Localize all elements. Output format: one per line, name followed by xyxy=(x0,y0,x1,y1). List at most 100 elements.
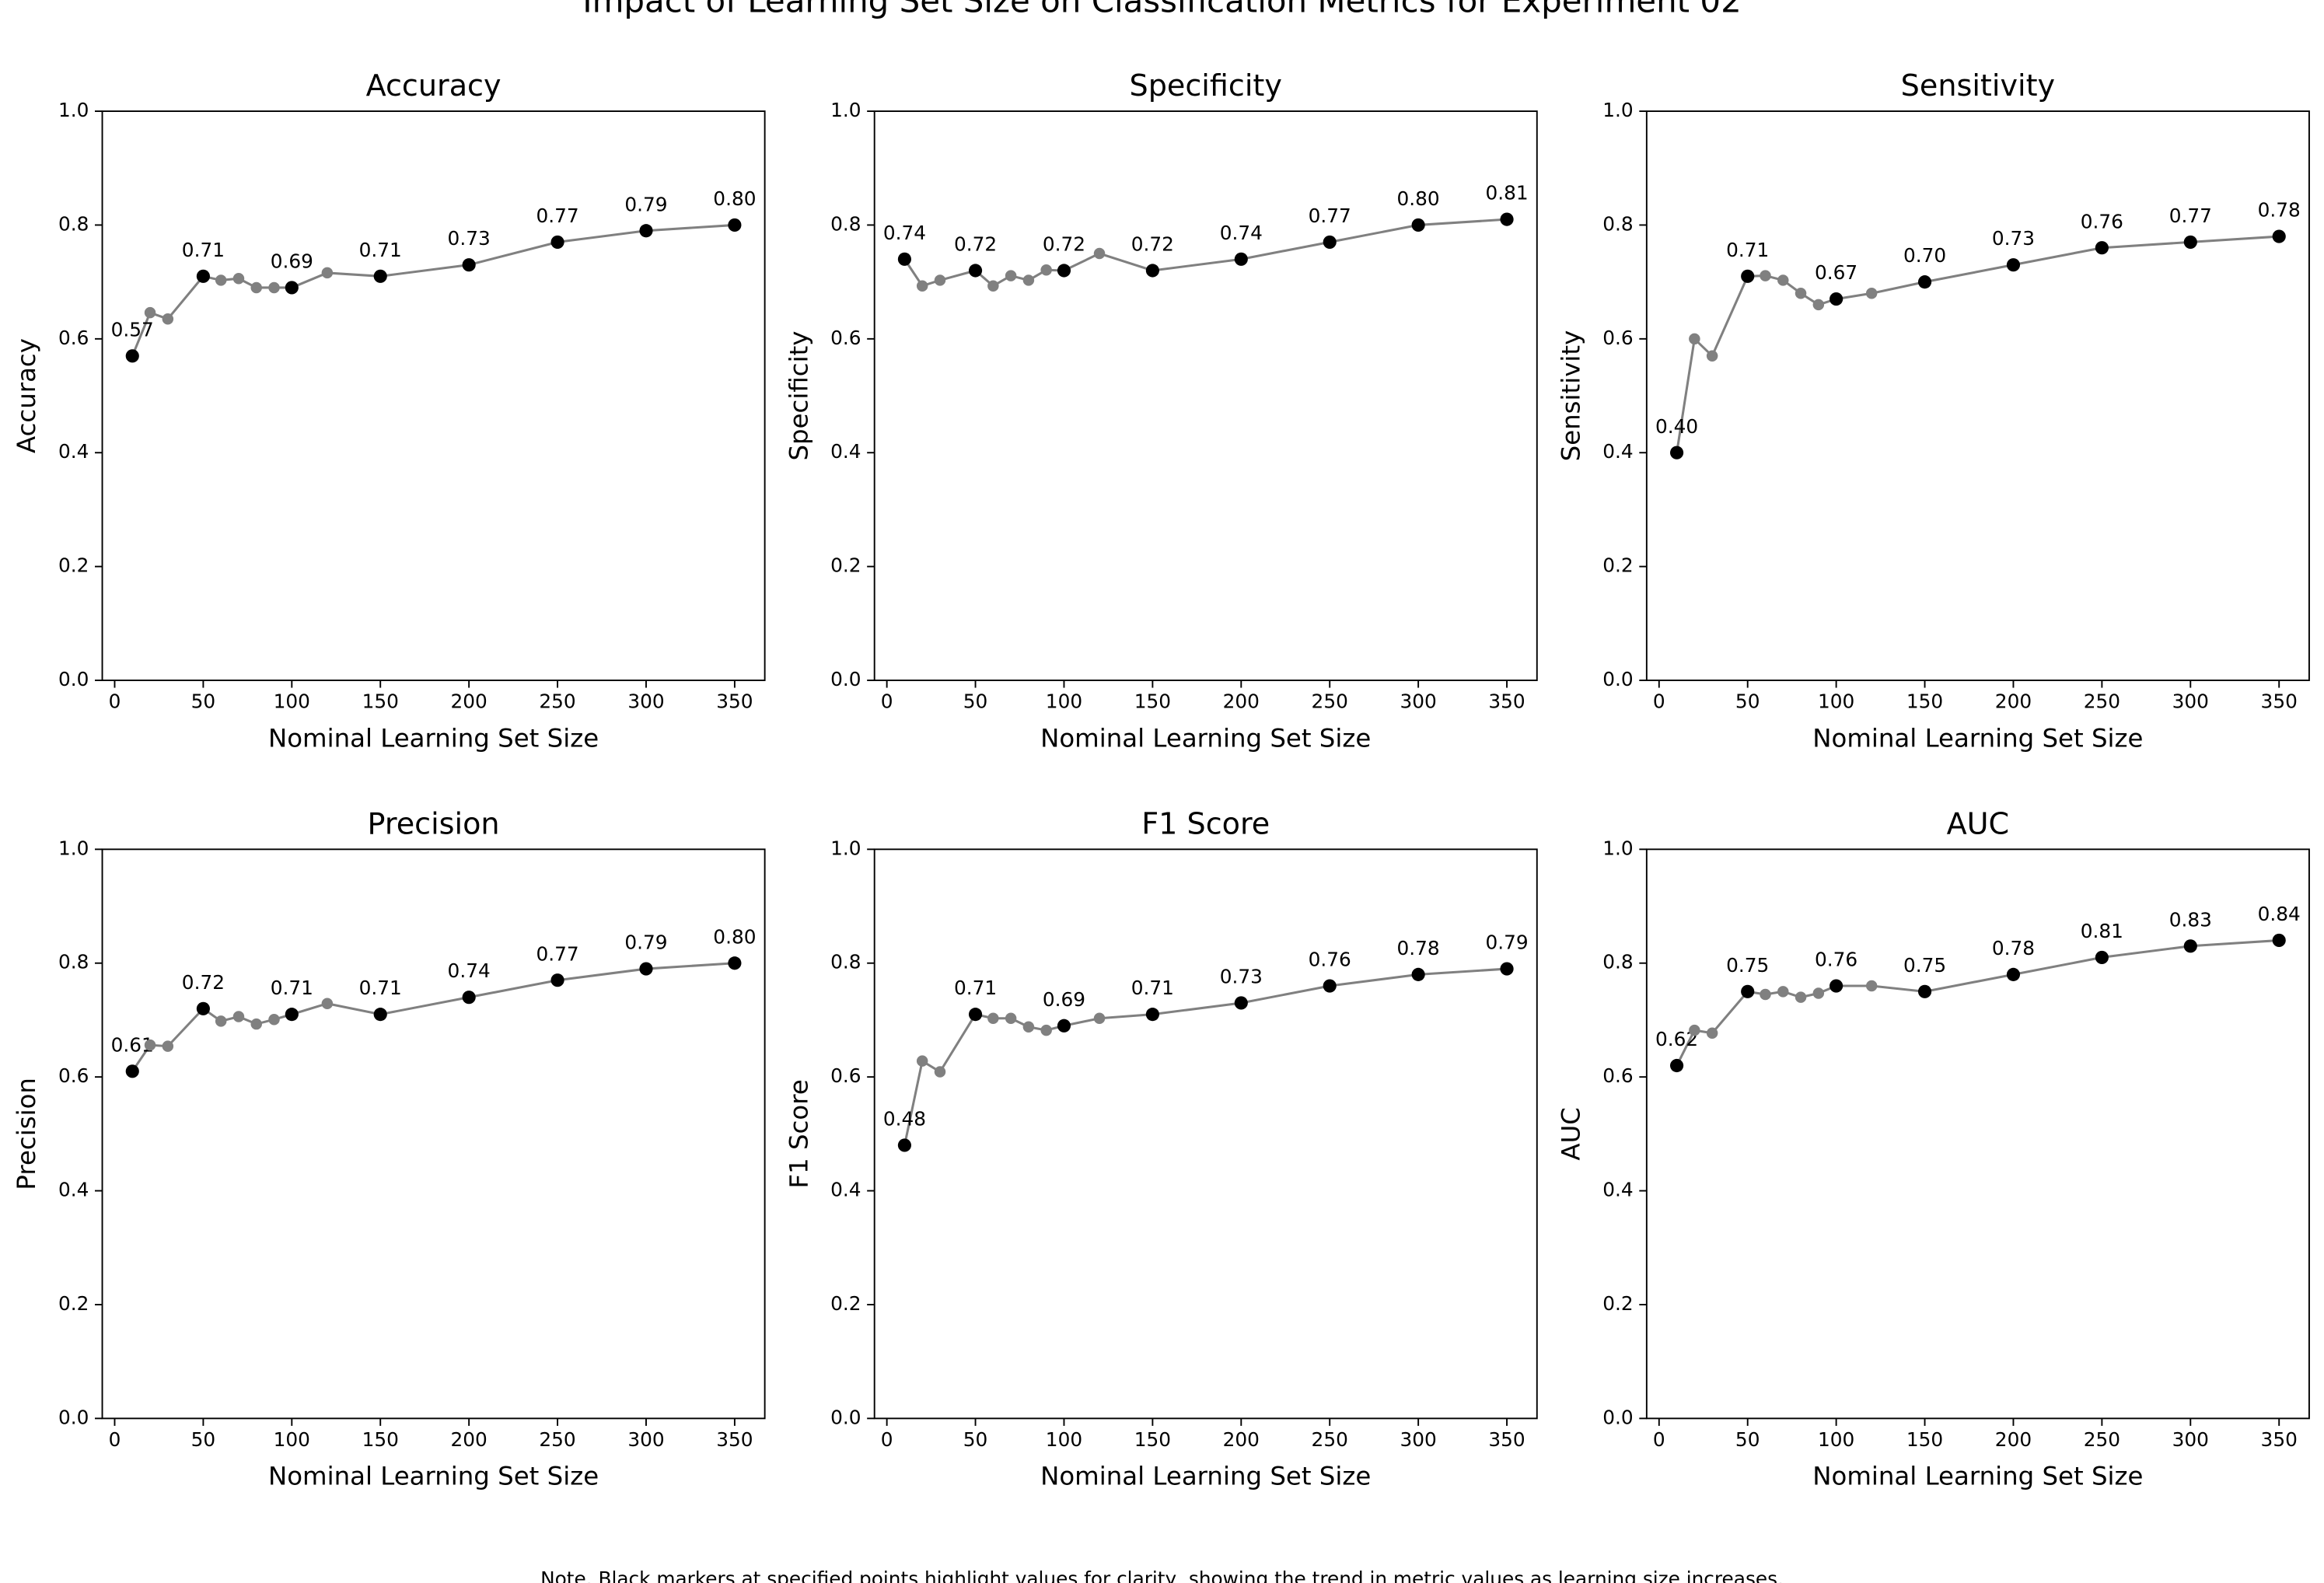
x-tick-label: 0 xyxy=(1653,1428,1665,1451)
marker xyxy=(1706,350,1718,362)
value-label: 0.76 xyxy=(1309,949,1351,971)
x-tick-label: 250 xyxy=(1312,1428,1348,1451)
plot-frame xyxy=(101,848,766,1420)
x-tick-label: 0 xyxy=(881,690,893,713)
x-tick-label: 0 xyxy=(109,690,121,713)
value-label: 0.77 xyxy=(536,204,578,227)
highlight-marker xyxy=(2272,933,2286,948)
plot-frame xyxy=(873,848,1538,1420)
value-label: 0.75 xyxy=(1903,954,1946,977)
y-axis-label: Sensitivity xyxy=(1557,330,1586,462)
y-tick-label: 0.0 xyxy=(830,1406,861,1428)
y-tick-label: 0.4 xyxy=(1602,1179,1633,1201)
value-label: 0.74 xyxy=(448,959,491,982)
marker xyxy=(1022,1021,1035,1033)
value-label: 0.48 xyxy=(883,1108,926,1130)
marker xyxy=(1706,1027,1718,1040)
marker xyxy=(268,281,280,294)
highlight-marker xyxy=(2272,229,2286,243)
y-tick-label: 0.4 xyxy=(58,440,89,463)
marker xyxy=(1689,1024,1700,1036)
x-tick-label: 250 xyxy=(2084,1428,2120,1451)
x-tick-label: 0 xyxy=(1653,690,1665,713)
highlight-marker xyxy=(639,224,653,238)
panel: F1 Score Nominal Learning Set Size F1 Scor… xyxy=(784,806,1538,1491)
y-tick-label: 1.0 xyxy=(1602,99,1633,121)
marker xyxy=(934,274,946,286)
marker xyxy=(1777,274,1789,286)
marker xyxy=(1795,991,1807,1003)
x-axis-label: Nominal Learning Set Size xyxy=(268,723,599,753)
x-tick-label: 50 xyxy=(963,690,988,713)
marker xyxy=(987,280,999,292)
highlight-marker xyxy=(2183,235,2197,249)
marker xyxy=(1005,1012,1017,1024)
y-tick-label: 0.0 xyxy=(830,668,861,690)
value-label: 0.80 xyxy=(713,925,756,948)
highlight-marker xyxy=(639,962,653,976)
y-tick-label: 0.0 xyxy=(1602,668,1633,690)
x-tick-label: 300 xyxy=(1400,1428,1436,1451)
x-axis-label: Nominal Learning Set Size xyxy=(1040,723,1371,753)
marker xyxy=(1689,333,1700,345)
x-tick-label: 100 xyxy=(274,690,310,713)
y-tick-label: 0.8 xyxy=(830,951,861,973)
value-label: 0.71 xyxy=(954,977,997,999)
y-tick-label: 0.6 xyxy=(58,1064,89,1087)
x-tick-label: 200 xyxy=(451,690,488,713)
highlight-marker xyxy=(1829,292,1843,306)
value-label: 0.74 xyxy=(883,222,926,244)
highlight-marker xyxy=(2006,258,2021,272)
x-tick-label: 100 xyxy=(1046,1428,1082,1451)
highlight-marker xyxy=(550,235,564,249)
value-label: 0.69 xyxy=(271,250,313,273)
y-tick-label: 0.8 xyxy=(1602,951,1633,973)
x-tick-label: 300 xyxy=(2172,1428,2209,1451)
highlight-marker xyxy=(1057,1019,1071,1033)
marker xyxy=(916,280,928,292)
x-tick-label: 350 xyxy=(716,1428,753,1451)
x-tick-label: 150 xyxy=(1134,1428,1171,1451)
value-label: 0.67 xyxy=(1815,261,1857,284)
marker xyxy=(1865,288,1878,299)
highlight-marker xyxy=(125,349,139,363)
highlight-marker xyxy=(462,258,476,272)
x-tick-label: 150 xyxy=(362,690,399,713)
x-tick-label: 100 xyxy=(1818,690,1854,713)
y-tick-label: 0.2 xyxy=(58,1292,89,1315)
marker xyxy=(1760,270,1771,281)
x-tick-label: 250 xyxy=(539,1428,575,1451)
panel-title: Accuracy xyxy=(366,68,501,103)
figure-title: Impact of Learning Set Size on Classific… xyxy=(582,0,1742,19)
marker xyxy=(144,306,156,319)
value-label: 0.78 xyxy=(1397,937,1440,959)
highlight-marker xyxy=(968,1008,983,1022)
y-tick-label: 0.0 xyxy=(58,1406,89,1428)
marker xyxy=(215,274,227,286)
x-tick-label: 50 xyxy=(1735,1428,1760,1451)
y-axis-label: Precision xyxy=(12,1078,41,1190)
x-tick-label: 150 xyxy=(1134,690,1171,713)
x-tick-label: 100 xyxy=(1818,1428,1854,1451)
value-label: 0.72 xyxy=(1131,233,1174,256)
highlight-marker xyxy=(550,973,564,987)
value-label: 0.79 xyxy=(1485,931,1528,954)
highlight-marker xyxy=(1145,264,1159,278)
y-tick-label: 0.6 xyxy=(58,327,89,349)
highlight-marker xyxy=(2095,950,2109,965)
y-tick-label: 0.6 xyxy=(1602,1064,1633,1087)
value-label: 0.81 xyxy=(2081,920,2123,942)
y-tick-label: 0.0 xyxy=(1602,1406,1633,1428)
highlight-marker xyxy=(1500,962,1514,976)
highlight-marker xyxy=(285,281,299,295)
x-tick-label: 350 xyxy=(2261,1428,2298,1451)
marker xyxy=(144,1039,156,1051)
value-label: 0.80 xyxy=(1397,187,1440,210)
value-label: 0.77 xyxy=(536,942,578,965)
x-tick-label: 300 xyxy=(2172,690,2209,713)
value-label: 0.80 xyxy=(713,187,756,210)
y-axis-label: Specificity xyxy=(784,331,813,461)
x-axis-label: Nominal Learning Set Size xyxy=(1812,723,2143,753)
highlight-marker xyxy=(1500,212,1514,226)
